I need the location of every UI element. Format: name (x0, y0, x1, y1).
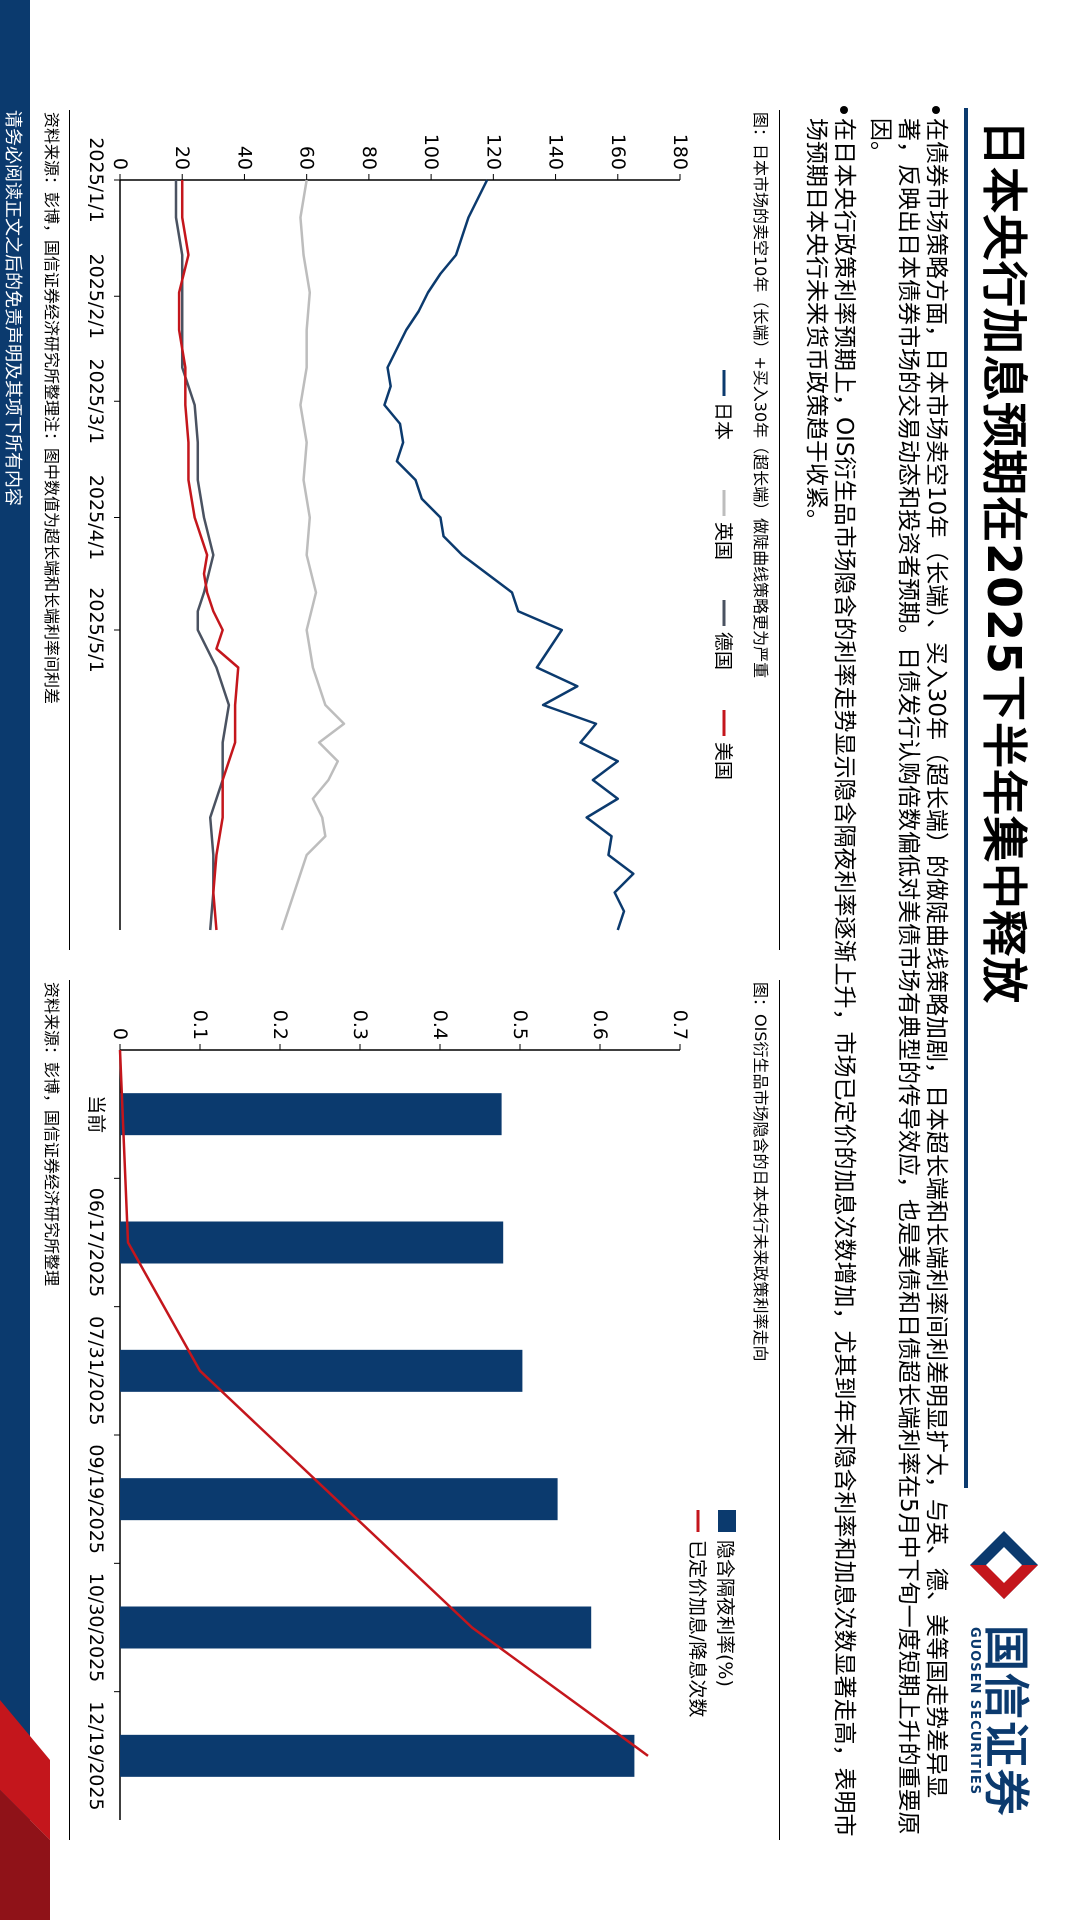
legend-label: 德国 (712, 632, 734, 670)
right-chart-source: 资料来源：彭博，国信证券经济研究所整理 (42, 982, 61, 1287)
left-chart-caption: 图：日本市场的卖空10年（长端）+买入30年（超长端）做陡曲线策略更为严重 (751, 112, 770, 679)
left-panel-top-rule (779, 110, 780, 950)
legend-label: 英国 (712, 522, 734, 560)
x-tick-label: 2025/4/1 (85, 475, 107, 560)
x-tick-label: 09/19/2025 (85, 1444, 107, 1554)
bar (120, 1093, 502, 1136)
bullet-2: 在日本央行政策利率预期上，OIS衍生品市场隐含的利率走势显示隐含隔夜利率逐渐上升… (802, 106, 858, 1838)
x-tick-label: 12/19/2025 (85, 1701, 107, 1811)
y-tick-label: 80 (358, 146, 380, 170)
x-tick-label: 2025/1/1 (85, 137, 107, 222)
legend-label: 隐含隔夜利率(%) (714, 1540, 736, 1687)
bar (120, 1349, 523, 1392)
y-tick-label: 0.7 (669, 1010, 691, 1040)
logo-en-text: GUOSEN SECURITIES (967, 1627, 982, 1796)
brand-logo: 国信证券 GUOSEN SECURITIES (958, 1525, 1048, 1895)
bar (119, 1221, 504, 1264)
y-tick-label: 160 (607, 134, 629, 170)
legend-label: 日本 (712, 402, 734, 440)
series-line-2 (280, 179, 346, 931)
y-tick-label: 0.3 (349, 1010, 371, 1040)
bar (119, 1734, 635, 1777)
left-panel-bottom-rule (69, 110, 70, 950)
legend-label: 美国 (712, 742, 734, 780)
y-tick-label: 0.6 (589, 1010, 611, 1040)
footer-decoration-icon (0, 1700, 50, 1920)
legend-label: 已定价加息/降息次数 (686, 1540, 708, 1717)
y-tick-label: 20 (171, 146, 193, 170)
series-line-3 (174, 180, 231, 931)
bullet-2-text: 在日本央行政策利率预期上，OIS衍生品市场隐含的利率走势显示隐含隔夜利率逐渐上升… (803, 118, 857, 1837)
y-tick-label: 100 (420, 134, 442, 170)
right-chart-caption: 图：OIS衍生品市场隐含的日本央行未来政策利率走向 (751, 982, 770, 1362)
left-chart-source: 资料来源：彭博，国信证券经济研究所整理注：图中数值为超长端和长端利率间利差 (42, 112, 61, 705)
title-underline (964, 108, 968, 1488)
x-tick-label: 2025/2/1 (85, 254, 107, 339)
y-tick-label: 0 (109, 158, 131, 170)
bullet-dot (840, 106, 848, 114)
legend-swatch-bar (718, 1510, 736, 1532)
bullet-1-text: 在债券市场策略方面，日本市场卖空10年（长端）、买入30年（超长端）的做陡曲线策… (867, 118, 949, 1835)
page-title: 日本央行加息预期在2025下半年集中释放 (977, 120, 1031, 1005)
bar (119, 1606, 592, 1649)
y-tick-label: 60 (296, 146, 318, 170)
series-line-1 (383, 179, 635, 931)
y-tick-label: 0.1 (189, 1010, 211, 1040)
priced-hikes-line (118, 1049, 649, 1757)
x-tick-label: 当前 (85, 1095, 107, 1133)
guosen-logo-icon (970, 1531, 1038, 1599)
y-tick-label: 180 (669, 134, 691, 170)
bullet-dot (932, 106, 940, 114)
y-tick-label: 0.2 (269, 1010, 291, 1040)
x-tick-label: 07/31/2025 (85, 1316, 107, 1426)
disclaimer-text: 请务必阅读正文之后的免责声明及其项下所有内容 (2, 110, 23, 506)
x-tick-label: 2025/3/1 (85, 359, 107, 444)
right-panel-top-rule (779, 980, 780, 1840)
y-tick-label: 0.4 (429, 1010, 451, 1040)
bar-chart: 0 0.1 0.2 0.3 0.4 0.5 0.6 0.7 当前 06/17/2025 07/31/… (85, 1010, 736, 1820)
right-panel-bottom-rule (69, 980, 70, 1840)
y-tick-label: 120 (482, 134, 504, 170)
series-line-4 (177, 180, 240, 931)
x-tick-label: 2025/5/1 (85, 587, 107, 672)
y-tick-label: 0.5 (509, 1010, 531, 1040)
y-tick-label: 140 (545, 134, 567, 170)
line-chart: 0 20 40 60 80 100 120 140 160 180 2025/1/1 2025/2/1… (85, 134, 734, 931)
x-tick-label: 10/30/2025 (85, 1573, 107, 1683)
y-tick-label: 0 (109, 1028, 131, 1040)
x-tick-label: 06/17/2025 (85, 1188, 107, 1298)
bar (120, 1478, 558, 1521)
y-tick-label: 40 (233, 146, 255, 170)
bullet-1: 在债券市场策略方面，日本市场卖空10年（长端）、买入30年（超长端）的做陡曲线策… (866, 106, 950, 1838)
logo-cn-text: 国信证券 (979, 1625, 1033, 1817)
